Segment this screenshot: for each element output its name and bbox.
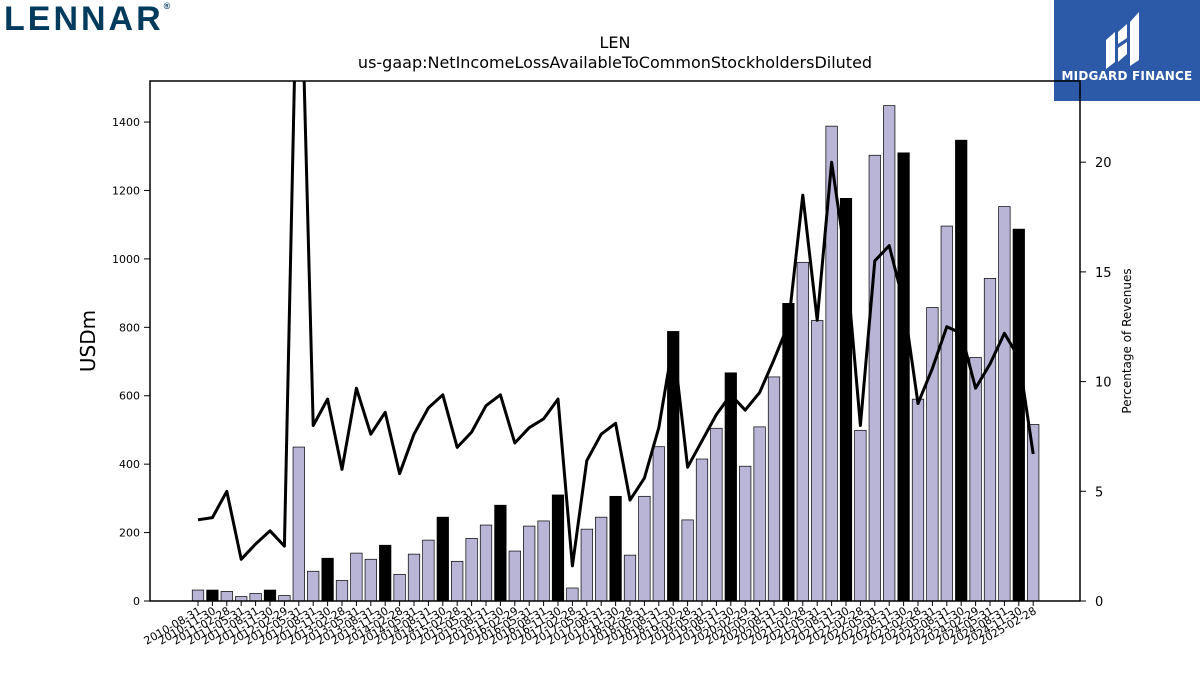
y-right-tick-label: 0 [1095, 595, 1103, 610]
bar [811, 320, 824, 602]
bar [364, 558, 377, 602]
bar [969, 357, 982, 602]
bar [739, 465, 752, 602]
bar [465, 538, 478, 602]
bar [782, 303, 795, 602]
bar [307, 570, 320, 602]
bar [609, 495, 622, 602]
bar [292, 446, 305, 602]
chart-title: LEN [600, 33, 631, 52]
y-axis-ticks: 0 200 400 600 800 1000 1200 1400 [112, 116, 150, 608]
y-tick-label: 1200 [112, 184, 140, 197]
bar [479, 524, 493, 602]
bar [393, 573, 406, 602]
bar [595, 516, 608, 602]
chart-subtitle: us-gaap:NetIncomeLossAvailableToCommonSt… [358, 53, 872, 72]
bar [220, 591, 233, 602]
y-tick-label: 400 [119, 458, 140, 471]
bar [451, 560, 464, 602]
bar [983, 278, 997, 602]
bar [523, 525, 536, 602]
bar [681, 519, 694, 602]
bar [796, 261, 809, 602]
bar [494, 504, 507, 602]
y-tick-label: 1400 [112, 116, 140, 129]
bar [278, 595, 291, 602]
bar [926, 307, 939, 602]
y-right-tick-label: 15 [1095, 266, 1112, 281]
bar [940, 225, 953, 602]
bar [249, 593, 262, 602]
plot-frame [149, 80, 1081, 602]
bars-group [191, 105, 1040, 602]
bar [551, 494, 565, 602]
series-line [197, 81, 1035, 568]
y-right-tick-label: 10 [1095, 376, 1112, 391]
bar [422, 539, 435, 602]
y-tick-label: 800 [119, 321, 140, 334]
bar [436, 516, 449, 602]
bar [508, 550, 521, 602]
bar [883, 105, 896, 602]
midgard-finance-badge: MIDGARD FINANCE [1054, 0, 1200, 101]
bar [710, 427, 723, 602]
y-tick-label: 0 [133, 595, 140, 608]
bar [1012, 228, 1025, 602]
bar [580, 528, 593, 602]
bar [379, 544, 392, 602]
x-axis-ticks: 2010-08-312010-11-302011-02-282011-05-31… [142, 601, 1039, 648]
y-right-tick-label: 20 [1095, 156, 1112, 171]
y-right-tick-label: 5 [1095, 485, 1103, 500]
bar [638, 495, 651, 602]
y-axis-right-ticks: 0 5 10 15 20 [1080, 156, 1112, 610]
bar [897, 152, 910, 602]
y-tick-label: 200 [119, 527, 140, 540]
bar [854, 429, 867, 602]
y-axis-right-label: Percentage of Revenues [1120, 268, 1134, 413]
y-axis-label: USDm [76, 310, 100, 372]
bar [652, 446, 665, 602]
bar [911, 398, 925, 602]
lennar-logo: LENNAR® [4, 0, 171, 38]
bar [350, 552, 363, 602]
bar [695, 458, 709, 602]
bar [998, 206, 1011, 602]
bar [321, 557, 334, 602]
bar [566, 587, 579, 602]
badge-text: MIDGARD FINANCE [1061, 69, 1193, 83]
bar [335, 580, 349, 602]
bar [767, 376, 781, 602]
bar [263, 589, 277, 602]
bar [955, 139, 968, 602]
bar [753, 426, 766, 602]
midgard-logo-icon [1106, 12, 1139, 69]
bar [206, 589, 219, 602]
bar [623, 554, 637, 602]
bar [407, 553, 421, 602]
bar [724, 372, 737, 602]
y-tick-label: 1000 [112, 253, 140, 266]
bar [868, 154, 881, 602]
bar [537, 520, 550, 602]
bar [191, 589, 205, 602]
y-tick-label: 600 [119, 390, 140, 403]
line-group [197, 81, 1035, 568]
